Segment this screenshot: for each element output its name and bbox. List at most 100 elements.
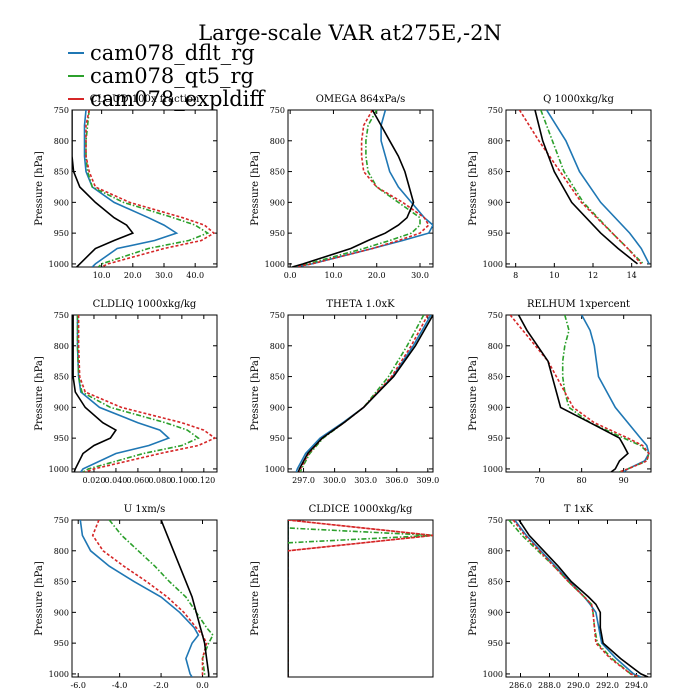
x-tick-label: 8	[513, 271, 518, 280]
panel-5: RELHUM 1xpercent Pressure [hPa] 750 800 850 9…	[468, 299, 652, 485]
legend-label-qt5: cam078_qt5_rg	[90, 64, 254, 88]
series-line-cam078_dflt_rg	[545, 110, 650, 265]
y-axis-label: Pressure [hPa]	[34, 151, 45, 226]
series-line-cam078_qt5_rg	[292, 110, 421, 267]
series-group	[72, 315, 217, 472]
series-group	[288, 520, 433, 677]
x-tick-label: 300.0	[323, 476, 346, 485]
series-extra-segment	[288, 527, 433, 544]
panel-title: CLDICE 1000xkg/kg	[309, 504, 413, 515]
series-group	[295, 315, 433, 472]
y-tick-label: 850	[54, 168, 69, 177]
x-tick-label: 0.0	[284, 271, 297, 280]
series-line-cam078_expldiff	[294, 110, 430, 267]
y-tick-label: 750	[488, 106, 503, 115]
panel-8: T 1xK Pressure [hPa] 750 800 850 900 950 1000 28…	[468, 504, 652, 690]
panel-frame	[287, 109, 434, 268]
x-tick-label: -6.0	[70, 681, 85, 690]
series-extra-segment	[288, 520, 433, 552]
x-tick-label: 306.0	[385, 476, 408, 485]
x-tick-label: 10	[549, 271, 559, 280]
y-tick-label: 900	[488, 403, 503, 412]
x-tick-label: 0.020	[83, 476, 106, 485]
y-tick-label: 800	[54, 137, 69, 146]
panel-4: THETA 1.0xK Pressure [hPa] 750 800 850 900 950…	[250, 299, 439, 485]
y-tick-label: 1000	[49, 670, 69, 679]
x-tick-label: 297.0	[292, 476, 315, 485]
y-tick-label: 800	[488, 137, 503, 146]
series-line-cam078_dflt_rg	[514, 520, 642, 677]
series-line-cam078_qt5_rg	[561, 315, 650, 472]
y-tick-label: 1000	[49, 465, 69, 474]
legend: cam078_dflt_rg cam078_qt5_rg cam078_expl…	[68, 41, 266, 111]
panel-frame	[71, 109, 218, 268]
panel-title: CLDLIQ 1000xkg/kg	[93, 299, 197, 310]
y-axis-label: Pressure [hPa]	[250, 561, 261, 636]
y-tick-label: 850	[488, 373, 503, 382]
x-tick-label: 20.0	[368, 271, 386, 280]
panel-title: U 1xm/s	[124, 504, 166, 515]
y-tick-label: 950	[488, 229, 503, 238]
x-tick-label: 80	[577, 476, 587, 485]
legend-label-expldiff: cam078_expldiff	[90, 87, 266, 111]
series-line-cam078_dflt_rg	[295, 315, 432, 472]
y-tick-label: 800	[270, 342, 285, 351]
series-line-cam078_expldiff	[509, 315, 650, 472]
series-line-cam078_qt5_rg	[85, 110, 210, 267]
panels-group: CLOUD 100x fraction Pressure [hPa] 750 800 8…	[34, 94, 652, 690]
y-tick-label: 950	[270, 229, 285, 238]
x-tick-label: 12	[588, 271, 598, 280]
y-tick-label: 950	[488, 434, 503, 443]
panel-0: CLOUD 100x fraction Pressure [hPa] 750 800 8…	[34, 94, 218, 280]
panel-title: RELHUM 1xpercent	[527, 299, 630, 310]
panel-title: CLOUD 100x fraction	[90, 94, 200, 105]
series-line-cam078_expldiff	[288, 520, 433, 677]
panel-frame	[505, 109, 652, 268]
series-line-cam078_expldiff	[298, 315, 429, 472]
x-tick-label: 303.0	[354, 476, 377, 485]
y-axis-label: Pressure [hPa]	[34, 356, 45, 431]
y-axis-label: Pressure [hPa]	[468, 151, 479, 226]
series-line-cam078_expldiff	[77, 315, 217, 472]
y-tick-label: 1000	[265, 465, 285, 474]
y-tick-label: 1000	[483, 260, 503, 269]
y-axis-label: Pressure [hPa]	[250, 356, 261, 431]
x-tick-label: 0.080	[148, 476, 171, 485]
y-tick-label: 900	[488, 608, 503, 617]
x-tick-label: 70	[535, 476, 545, 485]
x-tick-label: 0.0	[196, 681, 209, 690]
series-line-cam078_dflt_rg	[83, 110, 179, 267]
y-tick-label: 850	[270, 373, 285, 382]
x-tick-label: 288.0	[538, 681, 561, 690]
legend-label-dflt: cam078_dflt_rg	[90, 41, 255, 65]
series-line-cam078_qt5_rg	[299, 315, 425, 472]
y-tick-label: 900	[54, 608, 69, 617]
y-tick-label: 1000	[49, 260, 69, 269]
y-tick-label: 750	[54, 106, 69, 115]
y-tick-label: 1000	[483, 670, 503, 679]
panel-2: Q 1000xkg/kg Pressure [hPa] 750 800 850 900 95…	[468, 94, 652, 280]
x-tick-label: 0.120	[192, 476, 215, 485]
y-axis-label: Pressure [hPa]	[468, 561, 479, 636]
y-tick-label: 900	[270, 403, 285, 412]
series-line-reference	[534, 110, 638, 265]
series-group	[72, 110, 216, 267]
series-line-reference	[72, 315, 118, 472]
y-tick-label: 800	[54, 547, 69, 556]
figure-title: Large-scale VAR at275E,-2N	[198, 21, 502, 45]
series-line-cam078_expldiff	[91, 520, 208, 677]
y-tick-label: 950	[54, 639, 69, 648]
y-tick-label: 750	[54, 516, 69, 525]
x-tick-label: 10.0	[325, 271, 343, 280]
y-tick-label: 850	[54, 373, 69, 382]
y-tick-label: 850	[488, 168, 503, 177]
y-axis-label: Pressure [hPa]	[250, 151, 261, 226]
x-tick-label: 290.0	[567, 681, 590, 690]
x-tick-label: -4.0	[112, 681, 127, 690]
series-line-reference	[518, 520, 649, 677]
series-line-cam078_qt5_rg	[108, 520, 214, 677]
x-tick-label: 286.0	[509, 681, 532, 690]
x-tick-label: 40.0	[186, 271, 204, 280]
panel-title: OMEGA 864xPa/s	[316, 94, 406, 105]
